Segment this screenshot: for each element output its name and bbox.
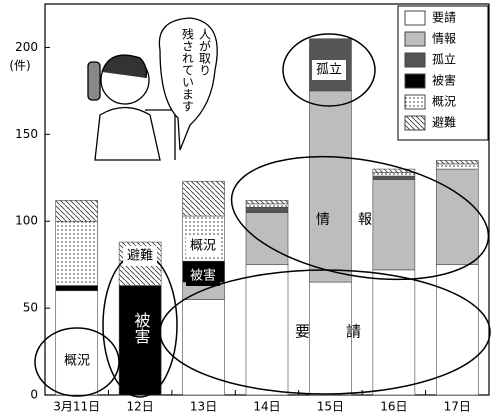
bar-segment — [182, 180, 225, 217]
highlight-ellipses — [34, 33, 491, 398]
legend-label: 要請 — [432, 11, 456, 25]
annotation-box — [60, 351, 94, 371]
bar-segment — [309, 281, 352, 396]
bar-segment — [372, 168, 416, 173]
annotation: 孤立 — [316, 63, 342, 78]
y-tick-label: 200 — [15, 40, 38, 54]
x-tick-label: 13日 — [190, 400, 217, 414]
bar-segment — [435, 163, 479, 170]
annotation: 避難 — [127, 249, 153, 264]
legend-label: 概況 — [432, 94, 456, 109]
legend-label: 避難 — [432, 115, 456, 130]
legend-swatch — [404, 94, 426, 110]
annotation: 人が取り — [198, 28, 212, 76]
y-axis-label: (件) — [9, 59, 30, 73]
y-tick-label: 150 — [15, 127, 38, 141]
legend-swatch — [404, 31, 426, 47]
annotation-box — [123, 246, 157, 266]
bar-segment — [245, 212, 289, 265]
x-tick-label: 15日 — [317, 400, 344, 414]
legend-label: 情報 — [432, 32, 456, 46]
legend-swatch — [404, 10, 426, 26]
bar-segment — [245, 207, 289, 213]
annotation: 情報 — [316, 212, 400, 228]
y-tick-label: 0 — [30, 388, 38, 402]
x-tick-label: 3月11日 — [53, 400, 100, 414]
bar-segment — [245, 203, 289, 208]
annotation: 概況 — [190, 239, 216, 254]
bar-segment — [182, 299, 225, 396]
bar-segment — [372, 269, 416, 396]
bar-segment — [245, 200, 289, 205]
bar-segment — [309, 90, 352, 283]
bar-segment — [55, 200, 99, 222]
annotation: 被害 — [132, 312, 151, 344]
x-tick-label: 17日 — [444, 400, 471, 414]
y-tick-label: 50 — [23, 301, 38, 315]
bar-segment — [372, 179, 416, 271]
bar-segment — [372, 175, 416, 180]
legend-label: 被害 — [432, 73, 456, 88]
bar-segment — [55, 285, 99, 292]
bar-segment — [55, 220, 99, 286]
annotation-box — [312, 60, 346, 80]
annotation: 残されています — [181, 28, 195, 112]
bar-segment — [372, 172, 416, 177]
legend-swatch — [404, 52, 426, 68]
bar-segment — [55, 290, 99, 396]
legend-label: 孤立 — [432, 52, 456, 67]
annotation: 被害 — [190, 268, 216, 284]
x-tick-label: 16日 — [380, 400, 407, 414]
annotation-box — [186, 266, 220, 286]
bar-segment — [435, 264, 479, 396]
annotation-box — [186, 236, 220, 256]
bar-segment — [435, 168, 479, 265]
bar-segment — [435, 160, 479, 165]
illustration — [87, 17, 218, 161]
bars — [55, 38, 479, 396]
legend-swatch — [404, 115, 426, 131]
x-tick-label: 12日 — [127, 400, 154, 414]
annotation: 概況 — [64, 354, 90, 369]
bar-segment — [245, 264, 289, 396]
bar-segment — [118, 285, 162, 396]
annotation: 要請 — [295, 323, 397, 341]
legend-swatch — [404, 73, 426, 89]
x-tick-label: 14日 — [253, 400, 280, 414]
y-tick-label: 100 — [15, 214, 38, 228]
